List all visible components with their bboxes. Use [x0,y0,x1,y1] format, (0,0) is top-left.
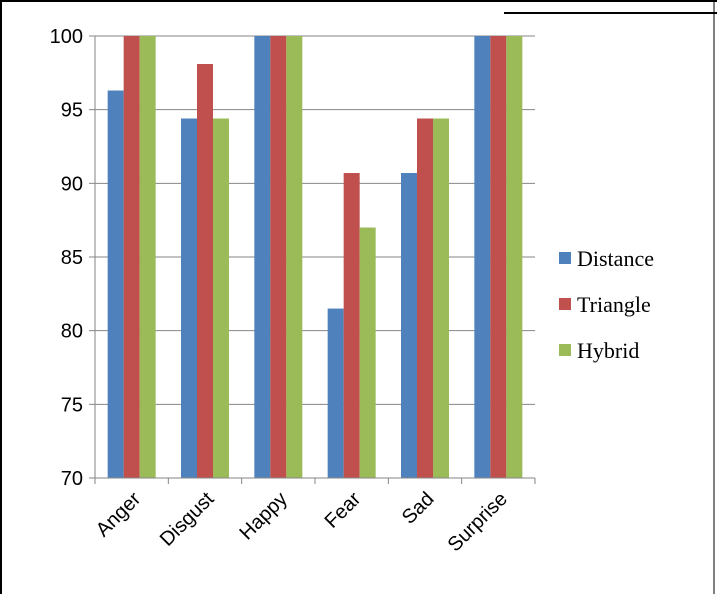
y-tick-label: 95 [61,100,83,122]
x-tick-label: Sad [398,488,439,529]
bar-hybrid-disgust [213,118,229,479]
bar-hybrid-happy [286,36,303,478]
bar-triangle-fear [343,173,360,478]
y-tick-label: 90 [61,173,83,195]
bar-distance-anger [107,90,124,478]
y-tick-label: 85 [61,247,83,269]
bar-triangle-disgust [197,63,213,478]
x-tick-label: Disgust [156,488,219,551]
gridlines [95,35,535,405]
bar-distance-sad [401,173,417,478]
bars [107,36,523,479]
y-tick-label: 75 [61,394,83,416]
legend-swatch-triangle [559,298,571,310]
bar-triangle-happy [270,36,287,478]
legend-label-distance: Distance [577,246,654,271]
x-tick-label: Happy [235,488,291,544]
axes [89,35,536,484]
legend-swatch-distance [559,252,571,264]
y-tick-label: 80 [61,321,83,343]
bar-hybrid-sad [433,118,449,479]
y-tick-label: 70 [61,468,83,490]
x-tick-label: Fear [321,488,366,533]
x-tick-label: Surprise [444,488,512,556]
x-tick-label: Anger [92,488,146,542]
legend-swatch-hybrid [559,344,571,356]
y-tick-label: 100 [50,26,83,48]
bar-hybrid-surprise [506,36,523,478]
x-tick-labels: Anger Disgust Happy Fear Sad Surprise [92,488,512,557]
bar-distance-fear [327,308,344,478]
bar-distance-surprise [474,36,491,478]
bar-distance-disgust [181,118,197,479]
y-tick-labels: 70 75 80 85 90 95 100 [50,26,83,490]
legend: Distance Triangle Hybrid [559,246,654,363]
legend-label-hybrid: Hybrid [577,338,639,363]
bar-triangle-anger [123,36,140,478]
legend-label-triangle: Triangle [577,292,651,317]
bar-distance-happy [254,36,271,478]
bar-triangle-sad [417,118,433,479]
bar-triangle-surprise [490,36,507,478]
bar-hybrid-fear [359,227,376,478]
bar-hybrid-anger [139,36,156,478]
